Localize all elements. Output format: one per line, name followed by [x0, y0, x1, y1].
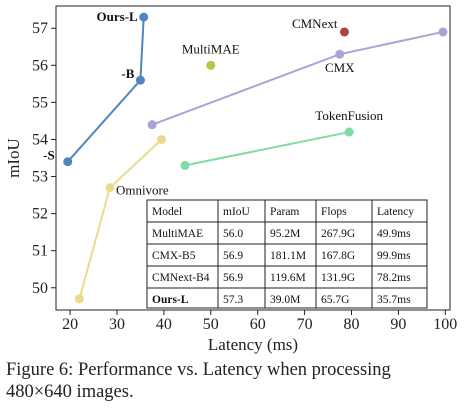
data-point — [344, 127, 354, 137]
data-point — [63, 157, 73, 167]
table-cell: 56.0 — [223, 228, 243, 240]
data-point — [335, 49, 345, 59]
table-cell: 35.7ms — [377, 294, 411, 306]
table-cell: 78.2ms — [377, 272, 411, 284]
point-label: MultiMAE — [182, 41, 240, 56]
x-tick-label: 30 — [109, 316, 125, 333]
data-point — [105, 183, 115, 193]
y-axis-title: mIoU — [4, 138, 23, 178]
point-label: Omnivore — [116, 183, 169, 198]
table-cell: 56.9 — [223, 250, 243, 262]
y-tick-label: 56 — [32, 57, 48, 74]
table-cell: 65.7G — [321, 294, 349, 306]
x-tick-label: 90 — [390, 316, 406, 333]
point-label: Ours-L — [97, 9, 139, 24]
y-tick-label: 52 — [32, 206, 48, 223]
data-point — [74, 294, 84, 304]
axes: 20 30 40 50 60 70 80 90 100 50 51 52 53 54 55 56 57 — [32, 20, 457, 333]
table-cell: Ours-L — [152, 294, 189, 306]
series-line — [184, 131, 350, 167]
data-point — [139, 12, 149, 22]
caption-line-1: Figure 6: Performance vs. Latency when p… — [6, 360, 391, 380]
data-point — [206, 60, 216, 70]
data-point — [135, 75, 145, 85]
y-tick-label: 51 — [32, 243, 48, 260]
table-cell: 119.6M — [270, 272, 306, 284]
table-cell: 99.9ms — [377, 250, 411, 262]
summary-table: Model mIoU Param Flops Latency MultiMAE 56.0 95… — [146, 199, 428, 309]
y-tick-label: 55 — [32, 94, 48, 111]
y-tick-label: 54 — [32, 131, 48, 148]
data-point — [147, 120, 157, 130]
y-tick-label: 57 — [32, 20, 48, 37]
x-tick-label: 60 — [250, 316, 266, 333]
point-label: -S — [43, 148, 55, 163]
table-cell: CMX-B5 — [152, 250, 196, 262]
x-tick-label: 40 — [156, 316, 172, 333]
x-tick-label: 80 — [344, 316, 360, 333]
y-tick-label: 53 — [32, 169, 48, 186]
table-cell: 57.3 — [223, 294, 243, 306]
x-tick-label: 100 — [433, 316, 457, 333]
y-tick-label: 50 — [32, 280, 48, 297]
x-tick-label: 50 — [203, 316, 219, 333]
point-label: -B — [121, 66, 134, 81]
table-header-cell: Flops — [321, 206, 347, 218]
table-cell: 39.0M — [270, 294, 300, 306]
table-header-cell: Model — [152, 206, 182, 218]
table-cell: 131.9G — [321, 272, 355, 284]
figure-caption: Figure 6: Performance vs. Latency when p… — [6, 359, 470, 403]
table-cell: CMNext-B4 — [152, 272, 210, 284]
x-tick-label: 20 — [62, 316, 78, 333]
point-label: CMX — [325, 60, 355, 75]
table-cell: MultiMAE — [152, 228, 203, 240]
table-frame — [146, 199, 428, 309]
table-header-cell: Latency — [377, 206, 414, 218]
x-tick-label: 70 — [297, 316, 313, 333]
caption-line-2: 480×640 images. — [6, 382, 134, 402]
point-label: CMNext — [292, 16, 338, 31]
point-labels: -S -B Ours-L Omnivore CMX TokenFusion MultiMAE… — [43, 9, 383, 198]
table-cell: 49.9ms — [377, 228, 411, 240]
x-axis-title: Latency (ms) — [208, 335, 298, 354]
data-point — [180, 160, 190, 170]
series-group — [63, 12, 448, 304]
table-header-cell: Param — [270, 206, 299, 218]
data-point — [339, 27, 349, 37]
latency-miou-chart: 20 30 40 50 60 70 80 90 100 50 51 52 53 54 55 56 57 -S -B… — [4, 5, 457, 354]
table-cell: 95.2M — [270, 228, 300, 240]
table-cell: 181.1M — [270, 250, 306, 262]
data-point — [157, 134, 167, 144]
data-point — [438, 27, 448, 37]
table-cell: 167.8G — [321, 250, 355, 262]
table-header-cell: mIoU — [223, 206, 251, 218]
point-label: TokenFusion — [315, 108, 383, 123]
table-cell: 267.9G — [321, 228, 355, 240]
table-cell: 56.9 — [223, 272, 243, 284]
